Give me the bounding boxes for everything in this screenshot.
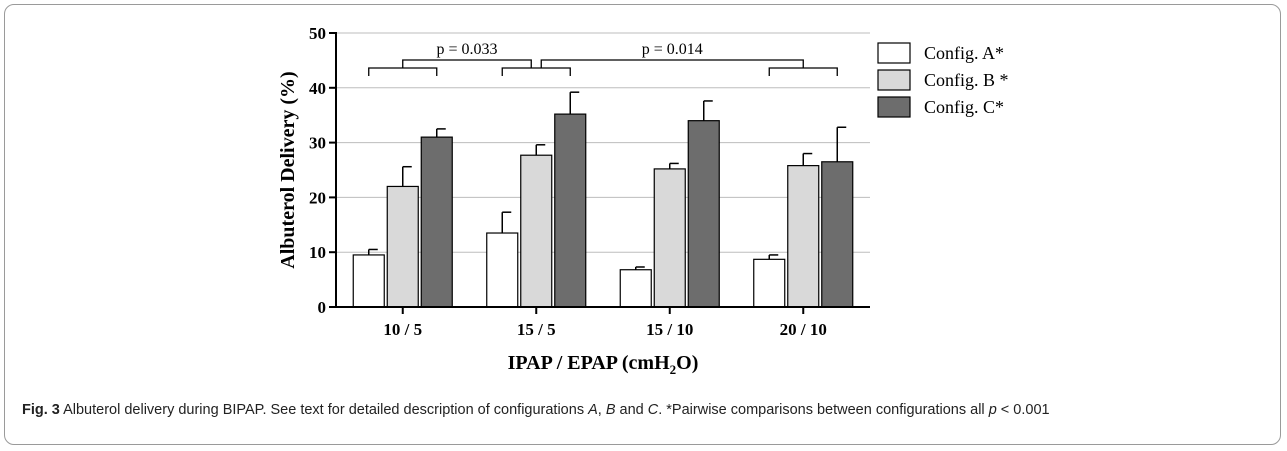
figure-caption: Fig. 3 Albuterol delivery during BIPAP. … xyxy=(22,399,1262,421)
x-tick-label: 20 / 10 xyxy=(780,320,827,339)
bar xyxy=(619,269,652,308)
x-axis-label: IPAP / EPAP (cmH2O) xyxy=(508,352,699,377)
caption-text-3: < 0.001 xyxy=(996,402,1050,418)
bar xyxy=(352,254,385,308)
bracket-group xyxy=(768,67,838,76)
significance-bracket-1 xyxy=(402,59,532,68)
y-tick-label: 40 xyxy=(309,79,326,98)
legend-label: Config. C* xyxy=(924,97,1004,117)
legend-label: Config. A* xyxy=(924,43,1004,63)
bar xyxy=(653,168,686,308)
x-tick-label: 10 / 5 xyxy=(383,320,422,339)
significance-bracket-1-label: p = 0.033 xyxy=(436,41,497,58)
caption-config-c: C xyxy=(647,402,659,418)
caption-config-a: A xyxy=(588,402,598,418)
bar xyxy=(687,120,720,308)
legend-swatch xyxy=(877,69,911,91)
y-tick-label: 50 xyxy=(309,24,326,43)
bar xyxy=(753,258,786,308)
significance-bracket-2-label: p = 0.014 xyxy=(642,41,703,58)
bar-chart: 0 10 20 30 40 50 10 / 5 15 / 5 15 / 10 20 / 10 IPA… xyxy=(277,24,1009,377)
figure-frame xyxy=(4,4,1281,445)
bar xyxy=(787,165,820,308)
y-tick-label: 10 xyxy=(309,243,326,262)
caption-sep-2: and xyxy=(615,402,648,418)
y-tick-label: 20 xyxy=(309,188,326,207)
caption-text-2: . *Pairwise comparisons between configur… xyxy=(658,402,989,418)
y-tick-label: 30 xyxy=(309,134,326,153)
bar xyxy=(520,154,553,308)
bracket-group xyxy=(368,67,438,76)
x-tick-label: 15 / 10 xyxy=(646,320,693,339)
caption-config-b: B xyxy=(605,402,616,418)
caption-label: Fig. 3 xyxy=(22,402,60,418)
y-tick-label: 0 xyxy=(318,298,327,317)
caption-text-1: Albuterol delivery during BIPAP. See tex… xyxy=(59,402,589,418)
y-axis-label: Albuterol Delivery (%) xyxy=(277,71,299,268)
caption-p: p xyxy=(988,402,997,418)
bracket-group xyxy=(501,67,571,76)
bar xyxy=(386,185,419,308)
bar xyxy=(420,136,453,308)
bar xyxy=(486,232,519,308)
bar xyxy=(821,161,854,308)
legend-label: Config. B * xyxy=(924,70,1009,90)
legend-swatch xyxy=(877,42,911,64)
significance-bracket-2 xyxy=(540,59,804,68)
bar xyxy=(554,113,587,308)
legend-swatch xyxy=(877,96,911,118)
x-tick-label: 15 / 5 xyxy=(517,320,556,339)
caption-sep-1: , xyxy=(597,402,606,418)
